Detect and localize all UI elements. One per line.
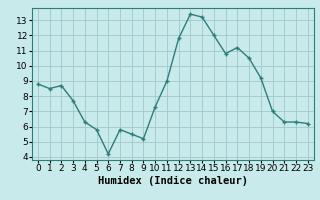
X-axis label: Humidex (Indice chaleur): Humidex (Indice chaleur): [98, 176, 248, 186]
